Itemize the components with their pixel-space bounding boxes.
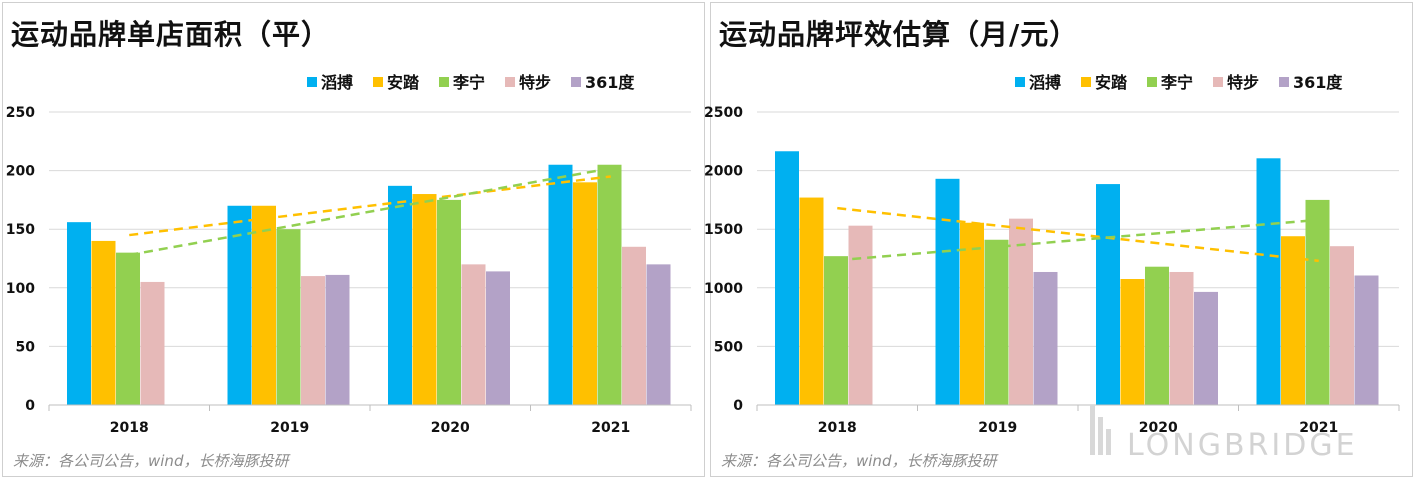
chart1-y-tick-label: 1000 (704, 281, 743, 297)
chart0-trendline-李宁 (129, 167, 611, 257)
chart0-bar-滔搏-2020 (388, 185, 412, 405)
chart1-y-tick-label: 500 (714, 339, 743, 355)
chart1-trendline-李宁 (837, 218, 1319, 262)
chart1-legend-label-361度: 361度 (1293, 73, 1343, 92)
chart1-bar-特步-2019 (1009, 218, 1033, 405)
left-chart-source: 来源：各公司公告，wind，长桥海豚投研 (13, 452, 289, 470)
chart1-trendline-安踏 (837, 206, 1319, 263)
chart1-bar-李宁-2018 (824, 256, 848, 405)
chart0-legend-swatch-李宁 (439, 77, 449, 87)
watermark-text: LONGBRIDGE (1127, 428, 1358, 463)
chart1-y-tick-label: 0 (733, 398, 743, 414)
chart0-bar-特步-2019 (301, 276, 325, 405)
chart0-x-tick-label: 2021 (591, 420, 630, 436)
chart1-bar-特步-2018 (848, 225, 873, 405)
chart1-x-tick-label: 2019 (978, 420, 1017, 436)
chart1-bar-滔搏-2018 (775, 151, 799, 405)
chart1-bar-安踏-2020 (1120, 279, 1145, 405)
left-chart-svg: 0 50 100 150 200 250 2018 2019 2020 2021 滔搏 安踏 李宁 特步 3… (6, 73, 692, 436)
chart0-bar-特步-2018 (140, 281, 165, 405)
chart1-x-tick-label: 2018 (818, 420, 857, 436)
chart0-y-tick-label: 100 (6, 281, 35, 297)
chart1-y-tick-label: 2000 (704, 164, 743, 180)
chart0-legend-swatch-安踏 (373, 77, 383, 87)
chart0-x-tick-label: 2018 (110, 420, 149, 436)
chart0-bar-滔搏-2021 (548, 164, 573, 405)
chart1-bar-李宁-2019 (984, 239, 1009, 405)
chart0-legend-swatch-滔搏 (307, 77, 317, 87)
chart0-bar-滔搏-2018 (67, 222, 91, 405)
chart0-bar-361度-2021 (646, 264, 671, 405)
chart1-bar-安踏-2019 (960, 222, 984, 405)
chart1-bar-滔搏-2020 (1096, 184, 1120, 405)
right-chart-svg: 0 500 1000 1500 2000 2500 2018 2019 2020 2021 滔搏 安踏… (704, 73, 1400, 436)
chart1-bar-361度-2019 (1033, 271, 1058, 405)
chart0-y-tick-label: 50 (16, 339, 36, 355)
chart1-y-tick-label: 1500 (704, 222, 743, 238)
right-chart-source: 来源：各公司公告，wind，长桥海豚投研 (721, 452, 997, 470)
chart1-bar-361度-2020 (1194, 291, 1218, 405)
chart1-legend-label-特步: 特步 (1227, 73, 1259, 92)
chart0-bar-李宁-2020 (437, 199, 461, 405)
chart1-legend-label-安踏: 安踏 (1095, 73, 1128, 92)
chart0-y-tick-label: 250 (6, 105, 35, 121)
chart1-bar-特步-2020 (1169, 271, 1194, 405)
chart0-bar-李宁-2018 (116, 252, 140, 405)
chart1-bar-安踏-2018 (799, 197, 824, 405)
chart0-legend-label-361度: 361度 (585, 73, 635, 92)
chart0-bar-李宁-2019 (276, 229, 301, 405)
chart1-bar-李宁-2021 (1305, 199, 1330, 405)
chart0-trendline-安踏 (129, 175, 611, 237)
chart0-bar-361度-2019 (325, 274, 350, 405)
chart1-legend-label-李宁: 李宁 (1160, 73, 1193, 92)
chart1-x-tick-label: 2020 (1139, 420, 1178, 436)
chart0-legend-label-特步: 特步 (519, 73, 551, 92)
chart0-x-tick-label: 2019 (270, 420, 309, 436)
chart1-y-tick-label: 2500 (704, 105, 743, 121)
chart0-bar-特步-2020 (461, 264, 486, 405)
chart0-legend-swatch-特步 (505, 77, 515, 87)
chart0-bar-李宁-2021 (597, 164, 622, 405)
chart1-legend-swatch-李宁 (1147, 77, 1157, 87)
chart1-legend-swatch-安踏 (1081, 77, 1091, 87)
chart1-bar-特步-2021 (1330, 246, 1354, 405)
chart1-bar-361度-2021 (1354, 275, 1379, 405)
chart0-y-tick-label: 0 (25, 398, 35, 414)
chart1-legend-swatch-滔搏 (1015, 77, 1025, 87)
left-chart-title: 运动品牌单店面积（平） (11, 18, 331, 51)
chart1-legend-swatch-特步 (1213, 77, 1223, 87)
chart1-bar-滔搏-2021 (1256, 158, 1281, 405)
chart0-bar-361度-2020 (486, 271, 510, 405)
chart1-bar-李宁-2020 (1145, 266, 1169, 405)
longbridge-logo-icon (1090, 405, 1111, 455)
chart0-bar-安踏-2020 (412, 194, 437, 405)
chart1-bar-滔搏-2019 (935, 178, 960, 405)
chart0-bar-滔搏-2019 (227, 205, 252, 405)
chart0-legend-label-李宁: 李宁 (452, 73, 485, 92)
chart0-legend-label-滔搏: 滔搏 (321, 73, 353, 92)
chart0-legend-label-安踏: 安踏 (387, 73, 420, 92)
chart0-y-tick-label: 150 (6, 222, 35, 238)
chart1-x-tick-label: 2021 (1299, 420, 1338, 436)
chart0-bar-安踏-2021 (573, 182, 597, 405)
chart1-bar-安踏-2021 (1281, 236, 1305, 405)
right-chart-title: 运动品牌坪效估算（月/元） (719, 18, 1079, 51)
chart0-legend-swatch-361度 (571, 77, 581, 87)
left-chart-panel: 运动品牌单店面积（平） 0 50 100 150 200 250 2018 2019 2020 2… (2, 2, 705, 477)
chart0-bar-安踏-2018 (91, 240, 116, 405)
chart0-bar-特步-2021 (622, 246, 646, 405)
chart0-y-tick-label: 200 (6, 164, 35, 180)
chart1-legend-swatch-361度 (1279, 77, 1289, 87)
chart0-bar-安踏-2019 (252, 205, 276, 405)
right-chart-panel: 运动品牌坪效估算（月/元） 0 500 1000 1500 2000 2500 2018 20… (704, 2, 1413, 477)
chart0-x-tick-label: 2020 (431, 420, 470, 436)
chart1-legend-label-滔搏: 滔搏 (1029, 73, 1061, 92)
